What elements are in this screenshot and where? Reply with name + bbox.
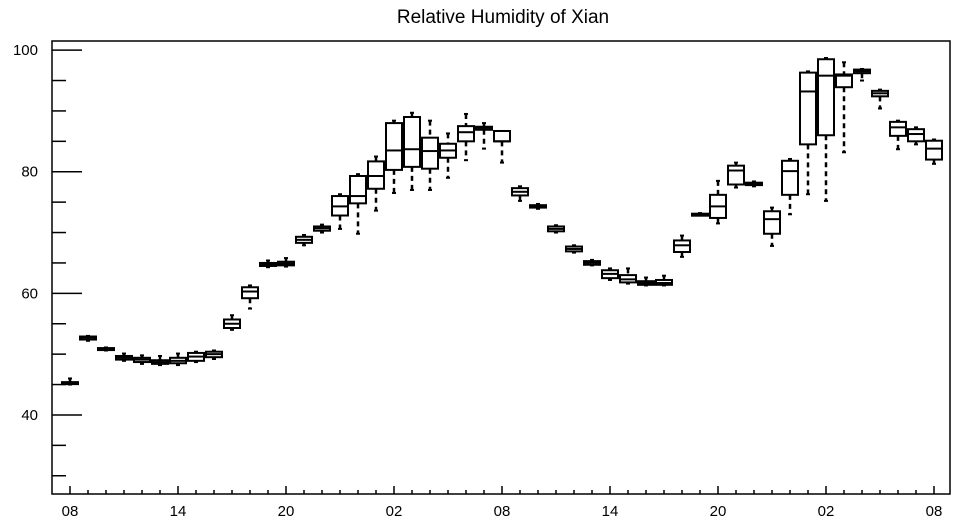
box-body (799, 71, 817, 146)
box-body (241, 286, 259, 300)
plot-frame (51, 40, 951, 495)
box-mark (259, 259, 277, 269)
box-body (781, 159, 799, 196)
box-body (763, 210, 781, 235)
box-mark (871, 88, 889, 110)
y-tick-label: 60 (21, 285, 38, 302)
box-mark (241, 284, 259, 310)
y-tick-label: 80 (21, 164, 38, 181)
box-mark (565, 244, 583, 254)
box-mark (655, 274, 673, 287)
box-mark (727, 161, 745, 189)
box-mark (403, 111, 421, 191)
box-body (421, 136, 439, 170)
x-tick-label: 14 (602, 503, 619, 520)
box-mark (457, 112, 475, 162)
box-mark (511, 185, 529, 202)
box-mark (205, 349, 223, 361)
x-tick-label: 20 (710, 503, 727, 520)
box-mark (637, 276, 655, 287)
box-mark (529, 202, 547, 210)
box-mark (925, 138, 943, 165)
box-mark (493, 129, 511, 164)
x-tick-label: 02 (818, 503, 835, 520)
box-mark (583, 258, 601, 267)
box-mark (61, 377, 79, 386)
box-body (727, 164, 745, 186)
x-tick-label: 08 (494, 503, 511, 520)
box-mark (97, 346, 115, 352)
box-mark (295, 233, 313, 247)
box-body (889, 120, 907, 137)
box-body (907, 128, 925, 143)
box-body (403, 116, 421, 168)
x-tick-label: 20 (278, 503, 295, 520)
box-mark (907, 126, 925, 146)
box-mark (277, 257, 295, 268)
box-mark (439, 132, 457, 179)
box-body (925, 139, 943, 161)
box-mark (349, 173, 367, 235)
box-series (61, 57, 943, 386)
box-mark (763, 206, 781, 247)
box-mark (691, 212, 709, 217)
box-mark (745, 180, 763, 188)
chart-title: Relative Humidity of Xian (397, 7, 609, 28)
box-mark (331, 193, 349, 230)
box-mark (853, 67, 871, 82)
box-mark (367, 155, 385, 212)
box-mark (133, 354, 151, 365)
box-mark (421, 119, 439, 191)
box-mark (601, 267, 619, 281)
x-tick-label: 02 (386, 503, 403, 520)
box-body (817, 58, 835, 137)
box-mark (547, 224, 565, 234)
x-tick-label: 08 (926, 503, 943, 520)
box-mark (835, 61, 853, 154)
y-tick-label: 100 (13, 42, 38, 59)
box-mark (79, 334, 97, 342)
box-mark (223, 314, 241, 331)
box-body (835, 73, 853, 89)
box-mark (889, 119, 907, 151)
box-mark (619, 267, 637, 285)
box-body (457, 125, 475, 143)
box-mark (673, 234, 691, 258)
box-mark (115, 352, 133, 362)
x-tick-label: 08 (62, 503, 79, 520)
box-mark (817, 57, 835, 202)
box-mark (169, 352, 187, 367)
box-mark (799, 70, 817, 196)
box-mark (475, 122, 493, 150)
box-body (385, 122, 403, 171)
box-mark (313, 223, 331, 234)
y-axis: 40 60 80 100 (13, 42, 82, 477)
box-mark (781, 157, 799, 216)
box-mark (385, 119, 403, 195)
box-mark (187, 350, 205, 364)
x-axis: 08 14 20 02 08 14 20 02 08 (62, 486, 943, 520)
box-mark (709, 179, 727, 225)
box-body (493, 129, 511, 143)
x-tick-label: 14 (170, 503, 187, 520)
box-mark (151, 354, 169, 367)
y-tick-label: 40 (21, 407, 38, 424)
box-body (349, 174, 367, 205)
